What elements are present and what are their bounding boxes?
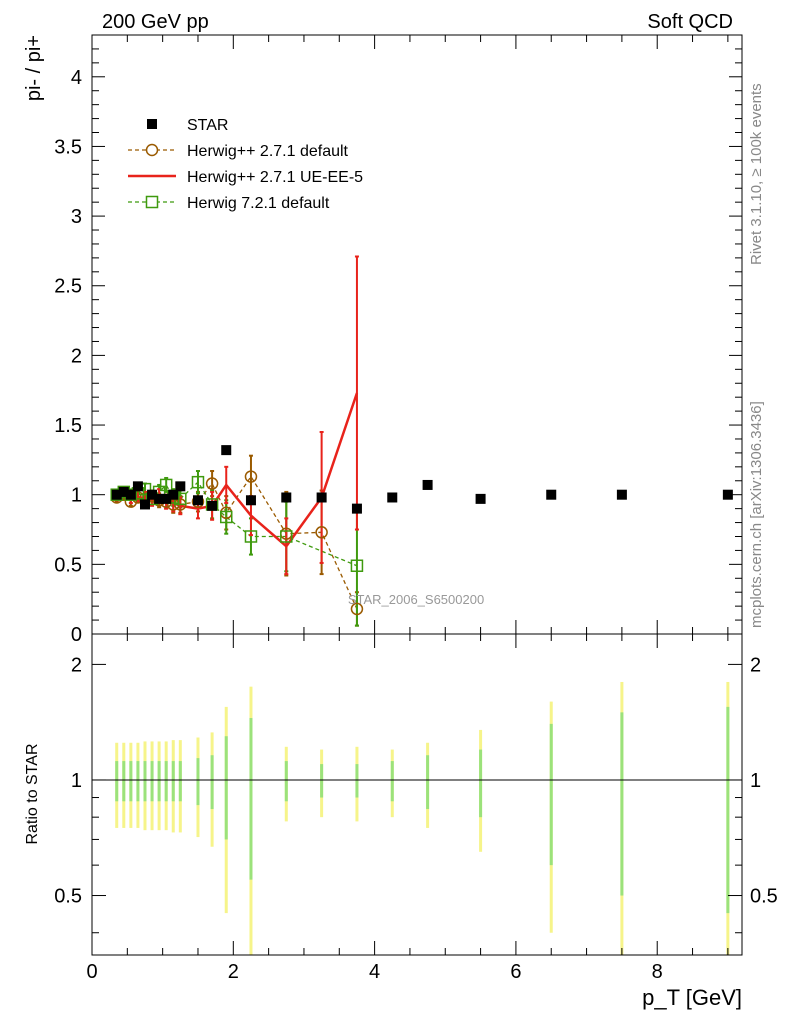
main-y-tick-label: 1.5: [54, 415, 82, 437]
ratio-band-stat: [143, 761, 147, 802]
ratio-y-tick-label: 1: [71, 770, 82, 792]
ratio-band-stat: [136, 761, 140, 802]
ratio-band-stat: [426, 755, 430, 810]
ratio-x-tick-label: 8: [652, 961, 663, 983]
ratio-x-tick-label: 2: [228, 961, 239, 983]
chart-legend: STAR Herwig++ 2.7.1 default Herwig++ 2.7.1…: [128, 117, 363, 212]
main-y-axis-label: pi- / pi+: [23, 35, 45, 101]
ratio-uncertainty-bands: [92, 681, 742, 955]
ratio-y-tick-label-right: 2: [750, 654, 761, 676]
star-data-point: [722, 489, 733, 500]
legend-label: Herwig 7.2.1 default: [187, 195, 330, 212]
ratio-band-stat: [129, 761, 133, 802]
herwig271-default-point: [315, 526, 328, 539]
star-data-point: [154, 493, 165, 504]
main-y-tick-label: 2: [71, 345, 82, 367]
herwig721-default-point: [219, 510, 233, 524]
ratio-plot-frame: [91, 633, 743, 956]
ratio-y-axis-label: Ratio to STAR: [24, 743, 41, 844]
ratio-y-tick-label-right: 1: [750, 770, 761, 792]
ratio-y-tick-label: 0.5: [54, 886, 82, 908]
ratio-band-stat: [150, 761, 154, 802]
star-data-point: [147, 489, 158, 500]
header-left: 200 GeV pp: [102, 11, 209, 33]
herwig721-default-point: [191, 475, 205, 489]
ratio-band-stat: [224, 736, 228, 840]
ratio-band-stat: [284, 761, 288, 802]
star-data-point: [118, 486, 129, 497]
ratio-y-tick-label-right: 0.5: [750, 886, 778, 908]
star-data-point: [546, 489, 557, 500]
analysis-watermark: STAR_2006_S6500200: [348, 592, 484, 607]
main-y-tick-label: 3.5: [54, 136, 82, 158]
legend-label: STAR: [187, 117, 228, 134]
legend-herwig271-default-marker: [145, 143, 159, 157]
herwig721-default-point: [159, 478, 173, 492]
main-y-tick-label: 0: [71, 624, 82, 646]
star-data-point: [161, 493, 172, 504]
ratio-band-stat: [164, 761, 168, 802]
chart-marks: [110, 255, 733, 627]
ratio-band-stat: [171, 761, 175, 802]
main-y-tick-label: 0.5: [54, 554, 82, 576]
legend-label: Herwig++ 2.7.1 UE-EE-5: [187, 169, 363, 186]
ratio-x-tick-label: 6: [510, 961, 521, 983]
legend-herwig721-default-marker: [145, 195, 159, 209]
star-data-point: [207, 500, 218, 511]
ratio-band-stat: [210, 755, 214, 810]
main-y-tick-label: 3: [71, 206, 82, 228]
ratio-band-stat: [249, 718, 253, 880]
star-data-point: [139, 499, 150, 510]
star-data-point: [125, 489, 136, 500]
star-data-point: [475, 493, 486, 504]
star-data-point: [221, 445, 232, 456]
herwig271-default-point: [244, 470, 258, 483]
star-data-point: [111, 489, 122, 500]
herwig721-default-point: [350, 559, 364, 572]
star-data-point: [316, 492, 327, 503]
star-data-point: [616, 489, 627, 500]
herwig721-default-point: [244, 530, 258, 543]
star-data-point: [168, 489, 179, 500]
star-data-point: [245, 495, 256, 506]
main-y-tick-label: 2.5: [54, 276, 82, 298]
ratio-band-stat: [320, 764, 324, 798]
ratio-x-tick-label: 4: [369, 961, 380, 983]
star-data-point: [175, 481, 186, 492]
ratio-band-stat: [549, 723, 553, 866]
herwig721-default-line: [116, 481, 358, 567]
star-data-point: [422, 479, 433, 490]
main-y-tick-label: 1: [71, 485, 82, 507]
ratio-y-tick-label: 2: [71, 654, 82, 676]
herwig271-default-point: [350, 602, 364, 616]
star-data-point: [132, 481, 143, 492]
main-y-tick-label: 4: [71, 67, 82, 89]
x-axis-label: p_T [GeV]: [642, 985, 742, 1010]
ratio-band-stat: [479, 749, 483, 818]
ratio-band-stat: [196, 758, 200, 806]
herwig271-default-point: [205, 477, 219, 490]
legend-label: Herwig++ 2.7.1 default: [187, 143, 349, 160]
chart-axes: 0 0.5 1 1.5 2 2.5 3 3.5 4 0 2 4 6 8 0.5 0.5 1 1 2 2 pi- / pi…: [23, 34, 778, 1010]
legend-star-marker: [147, 119, 157, 129]
mcplots-label: mcplots.cern.ch [arXiv:1306.3436]: [748, 401, 765, 628]
herwig721-default-point: [280, 530, 293, 543]
header-right: Soft QCD: [647, 11, 733, 33]
ratio-band-stat: [178, 761, 182, 802]
star-data-point: [192, 495, 203, 506]
ratio-band-stat: [726, 706, 730, 914]
ratio-band-stat: [115, 761, 119, 802]
ratio-band-stat: [390, 761, 394, 802]
ratio-x-tick-label: 0: [86, 961, 97, 983]
star-data-point: [351, 503, 362, 514]
star-data-point: [387, 492, 398, 503]
ratio-band-stat: [122, 761, 126, 802]
rivet-version-label: Rivet 3.1.10, ≥ 100k events: [748, 83, 765, 265]
ratio-band-stat: [157, 761, 161, 802]
ratio-band-stat: [620, 712, 624, 896]
star-data-point: [281, 492, 292, 503]
ratio-band-stat: [355, 764, 359, 798]
